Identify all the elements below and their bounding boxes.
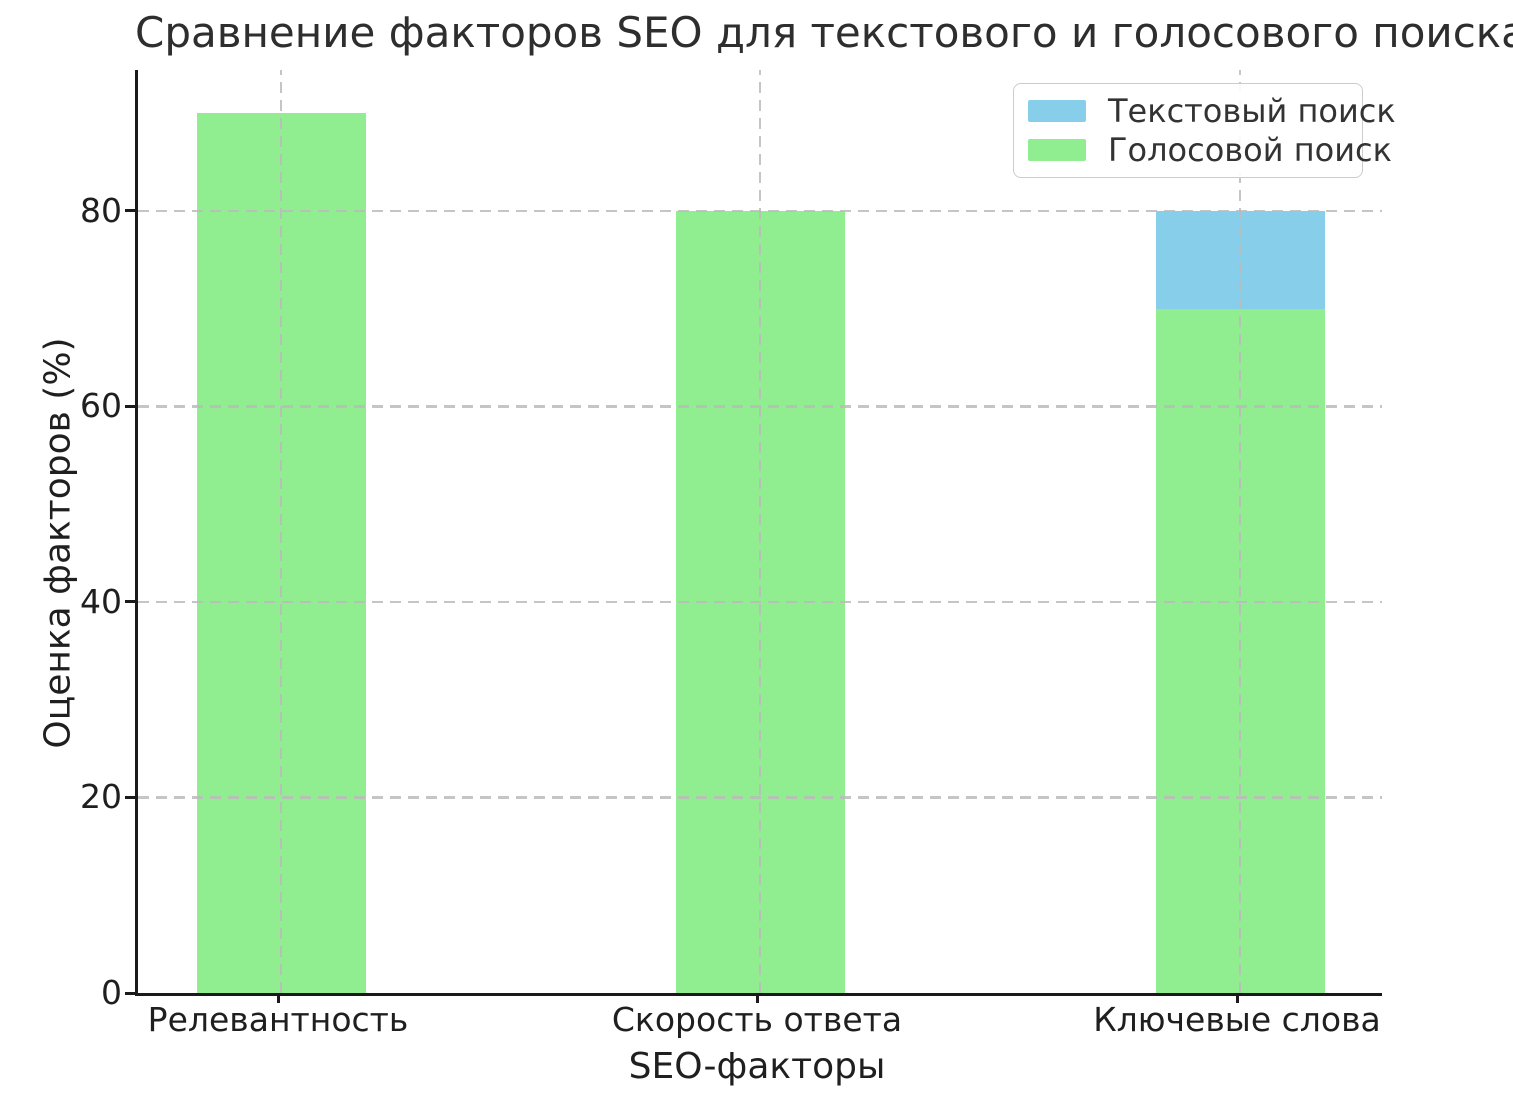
- x-tick-label-2: Ключевые слова: [1093, 1000, 1381, 1039]
- x-axis-label: SEO-факторы: [628, 1046, 886, 1087]
- x-tick-mark-2: [1235, 993, 1239, 1003]
- gridline-x-2: [1238, 70, 1242, 993]
- legend-item-voice-search: Голосовой поиск: [1028, 131, 1392, 169]
- y-tick-mark-60: [125, 404, 135, 408]
- legend-swatch-text-search: [1028, 99, 1086, 122]
- y-tick-label-80: 80: [80, 190, 122, 230]
- y-tick-label-40: 40: [80, 581, 122, 621]
- legend-item-text-search: Текстовый поиск: [1028, 92, 1396, 130]
- legend: Текстовый поиск Голосовой поиск: [1013, 83, 1396, 178]
- y-tick-label-0: 0: [101, 973, 122, 1012]
- x-tick-mark-1: [755, 993, 759, 1003]
- y-tick-mark-80: [125, 209, 135, 213]
- y-tick-mark-20: [125, 795, 135, 799]
- gridline-x-1: [758, 70, 762, 993]
- gridline-x-0: [279, 70, 283, 993]
- x-tick-mark-0: [276, 993, 280, 1003]
- y-tick-label-60: 60: [80, 386, 122, 426]
- x-tick-label-0: Релевантность: [147, 1000, 409, 1039]
- chart-title: Сравнение факторов SEO для текстового и …: [135, 8, 1513, 57]
- y-tick-mark-0: [125, 991, 135, 995]
- legend-label-voice-search: Голосовой поиск: [1108, 131, 1392, 170]
- legend-label-text-search: Текстовый поиск: [1108, 91, 1396, 130]
- x-tick-label-1: Скорость ответа: [611, 1000, 903, 1039]
- legend-swatch-voice-search: [1028, 139, 1086, 162]
- y-tick-label-20: 20: [80, 777, 122, 817]
- plot-area: [135, 70, 1382, 996]
- y-tick-mark-40: [125, 600, 135, 604]
